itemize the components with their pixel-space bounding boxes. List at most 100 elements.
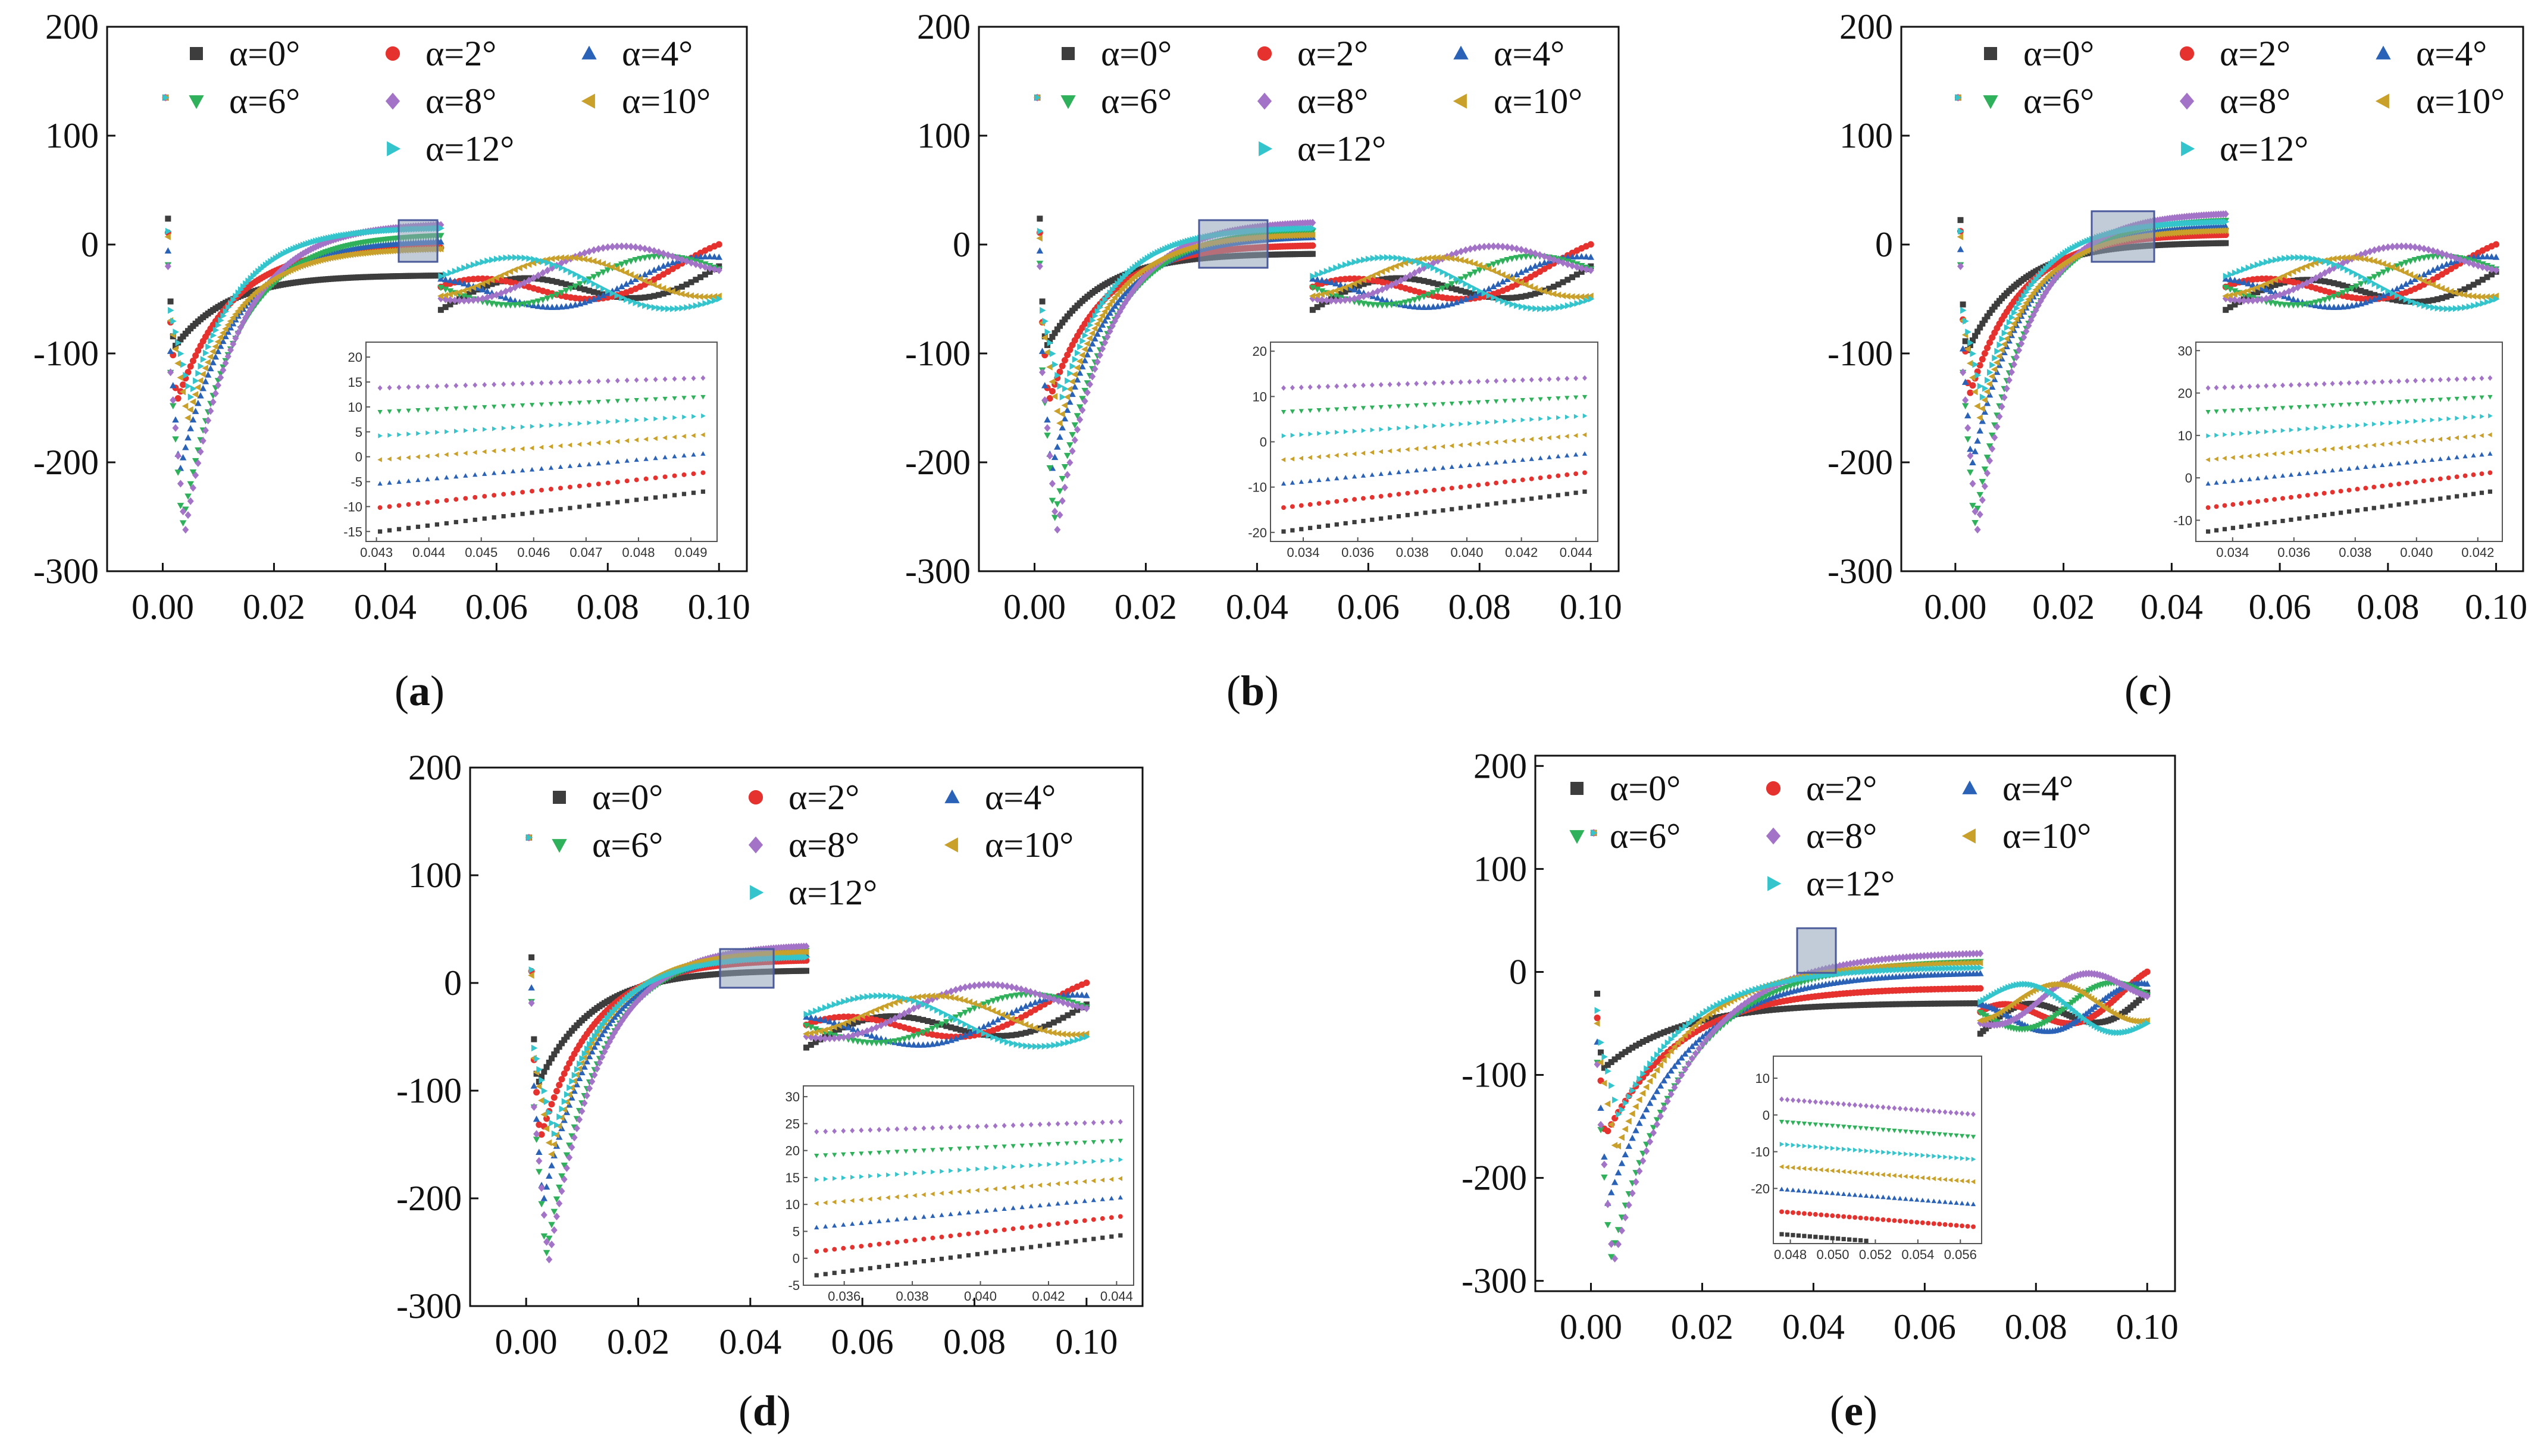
data-point — [1044, 416, 1051, 423]
inset-data-point — [625, 418, 630, 423]
data-point — [233, 293, 239, 300]
data-point — [230, 340, 237, 348]
data-point — [484, 287, 491, 295]
data-point — [1388, 275, 1395, 281]
inset-data-point — [586, 441, 592, 446]
data-point — [614, 285, 621, 292]
data-point — [549, 303, 556, 310]
inset-data-point — [492, 515, 496, 520]
inset-data-point — [482, 516, 487, 521]
data-point — [556, 1082, 563, 1089]
caption-open: ( — [395, 667, 409, 715]
data-point — [531, 255, 537, 263]
data-point — [1059, 320, 1066, 326]
data-point — [517, 275, 523, 281]
inset-data-point — [634, 477, 639, 483]
data-point — [1537, 251, 1544, 259]
inset-data-point — [691, 471, 696, 477]
inset-data-point — [691, 395, 696, 400]
inset-data-point — [396, 479, 402, 484]
data-point — [590, 295, 597, 302]
inset-data-point — [510, 403, 516, 409]
inset-data-point — [434, 499, 440, 504]
data-point — [558, 259, 565, 267]
inset-data-point — [463, 406, 468, 411]
inset-data-point — [624, 458, 630, 463]
inset-data-point — [482, 405, 487, 410]
inset-data-point — [682, 414, 687, 420]
data-point — [185, 383, 192, 390]
data-point — [437, 284, 445, 292]
data-point — [1527, 292, 1534, 298]
data-point — [533, 1115, 540, 1122]
data-point — [168, 306, 174, 314]
data-point — [1346, 275, 1353, 283]
caption-letter: a — [409, 667, 430, 715]
data-point — [1960, 306, 1967, 314]
data-point — [517, 254, 524, 261]
data-point — [533, 1089, 540, 1096]
data-point — [170, 403, 177, 409]
data-point — [197, 447, 204, 456]
inset-data-point — [1529, 476, 1534, 481]
data-point — [465, 281, 472, 288]
inset-data-point — [691, 490, 696, 495]
inset-data-point — [2222, 503, 2227, 508]
data-point — [1084, 351, 1091, 358]
inset-data-point — [511, 490, 516, 496]
inset-data-point — [520, 403, 525, 408]
inset-series-6 — [378, 413, 706, 439]
data-point — [531, 1036, 537, 1042]
inset-data-point — [472, 450, 477, 455]
inset-data-point — [2355, 487, 2360, 491]
data-point — [586, 248, 593, 256]
data-point — [1448, 285, 1455, 292]
data-point — [1967, 445, 1974, 452]
data-point — [1054, 525, 1061, 534]
data-point — [212, 389, 219, 397]
data-point — [202, 426, 209, 434]
inset-data-point — [2438, 496, 2443, 501]
data-point — [209, 359, 217, 365]
data-point — [1430, 280, 1437, 286]
data-point — [521, 254, 528, 262]
inset-data-point — [548, 465, 554, 470]
data-point — [438, 273, 445, 280]
inset-data-point — [662, 474, 668, 480]
data-point — [613, 265, 620, 273]
inset-data-point — [1547, 494, 1552, 499]
inset-data-point — [2214, 504, 2219, 509]
inset-data-point — [681, 491, 687, 496]
data-point — [218, 317, 224, 324]
data-point — [179, 520, 187, 527]
data-point — [1046, 364, 1053, 371]
data-point — [661, 305, 667, 312]
inset-data-point — [2313, 491, 2318, 497]
inset-data-point — [444, 475, 449, 480]
inset-data-point — [1432, 487, 1437, 493]
legend-marker — [1453, 93, 1467, 109]
data-point — [204, 371, 212, 378]
data-point — [1071, 371, 1078, 378]
data-point — [650, 253, 658, 261]
inset-y-tick-label: 15 — [348, 375, 362, 390]
data-point — [195, 370, 202, 377]
data-point — [521, 301, 528, 308]
inset-data-point — [482, 471, 487, 476]
data-point — [222, 359, 229, 367]
data-point — [180, 508, 187, 516]
data-point — [665, 305, 672, 312]
data-point — [633, 295, 639, 301]
legend-label: α=2° — [425, 34, 496, 73]
data-point — [164, 233, 171, 240]
inset-data-point — [520, 446, 525, 452]
inset-data-point — [606, 501, 611, 506]
data-point — [171, 345, 179, 353]
data-point — [483, 278, 490, 286]
data-point — [1049, 388, 1056, 395]
data-point — [641, 271, 649, 277]
data-point — [443, 271, 449, 278]
data-point — [594, 259, 602, 266]
legend-label: α=6° — [229, 82, 300, 121]
data-point — [683, 281, 690, 288]
